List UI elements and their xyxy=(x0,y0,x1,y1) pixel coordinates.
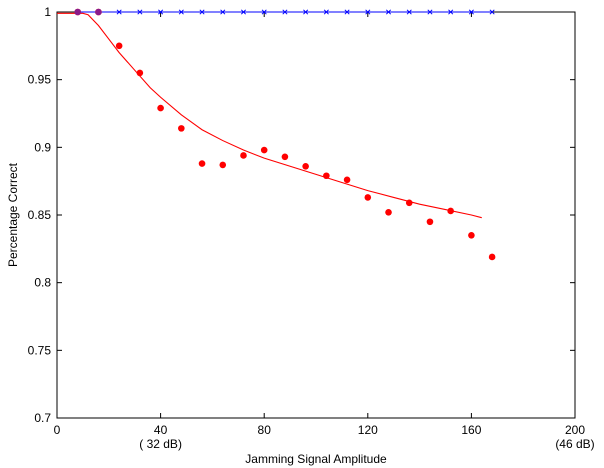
x-tick-label: 160 xyxy=(461,423,481,437)
x-sub-label: ( 32 dB) xyxy=(139,437,182,451)
x-tick-label: 120 xyxy=(358,423,378,437)
red-data-point xyxy=(302,163,309,170)
x-tick-label: 200 xyxy=(565,423,585,437)
red-data-point xyxy=(199,160,206,167)
red-data-point xyxy=(282,154,289,161)
red-data-point xyxy=(261,147,268,154)
y-tick-label: 0.85 xyxy=(28,208,52,222)
plot-frame xyxy=(57,12,575,418)
y-tick-label: 0.75 xyxy=(28,343,52,357)
red-data-point xyxy=(219,162,226,169)
red-data-point xyxy=(468,232,475,239)
y-tick-label: 0.7 xyxy=(34,411,51,425)
y-tick-label: 0.9 xyxy=(34,140,51,154)
red-data-point xyxy=(365,194,372,201)
x-tick-label: 40 xyxy=(154,423,168,437)
red-data-point xyxy=(178,125,185,132)
red-data-point xyxy=(344,177,351,184)
red-data-point xyxy=(427,218,434,225)
y-tick-label: 0.8 xyxy=(34,276,51,290)
red-data-point xyxy=(489,254,496,261)
overlap-data-point xyxy=(74,9,81,16)
x-sub-label: (46 dB) xyxy=(555,437,594,451)
y-axis-label: Percentage Correct xyxy=(6,162,20,267)
y-tick-label: 0.95 xyxy=(28,73,52,87)
red-data-point xyxy=(116,43,123,50)
x-tick-label: 0 xyxy=(54,423,61,437)
overlap-data-point xyxy=(95,9,102,16)
x-axis-label: Jamming Signal Amplitude xyxy=(245,452,387,466)
red-data-point xyxy=(240,152,247,159)
x-tick-label: 80 xyxy=(258,423,272,437)
y-tick-label: 1 xyxy=(44,5,51,19)
red-data-point xyxy=(157,105,164,112)
red-data-point xyxy=(385,209,392,216)
